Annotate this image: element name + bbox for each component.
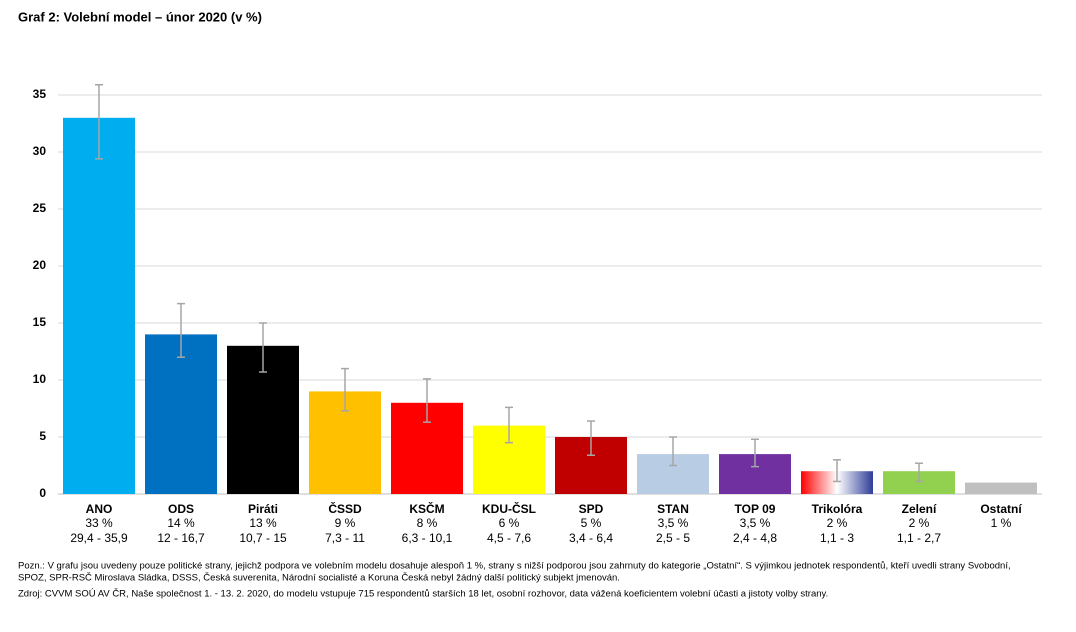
value-label: 2 % — [909, 516, 930, 530]
chart-title: Graf 2: Volební model – únor 2020 (v %) — [18, 9, 262, 24]
interval-label: 1,1 - 3 — [820, 531, 854, 545]
note: Pozn.: V grafu jsou uvedeny pouze politi… — [18, 561, 1011, 572]
x-tick-label: ODS — [168, 502, 194, 516]
interval-label: 12 - 16,7 — [157, 531, 205, 545]
y-tick-label: 20 — [33, 258, 47, 272]
x-tick-label: TOP 09 — [735, 502, 776, 516]
x-tick-label: Piráti — [248, 502, 278, 516]
x-tick-label: ANO — [86, 502, 113, 516]
interval-label: 2,5 - 5 — [656, 531, 690, 545]
y-tick-label: 15 — [33, 315, 47, 329]
error-bar — [95, 83, 103, 160]
error-bar — [669, 436, 677, 467]
interval-label: 1,1 - 2,7 — [897, 531, 941, 545]
value-label: 3,5 % — [658, 516, 689, 530]
value-label: 8 % — [417, 516, 438, 530]
bar — [883, 471, 955, 494]
x-tick-label: KDU-ČSL — [482, 501, 536, 516]
x-tick-label: Ostatní — [980, 502, 1022, 516]
note: Zdroj: CVVM SOÚ AV ČR, Naše společnost 1… — [18, 589, 828, 600]
error-bar — [587, 420, 595, 456]
x-tick-label: KSČM — [409, 501, 444, 516]
y-tick-label: 25 — [33, 201, 47, 215]
value-label: 6 % — [499, 516, 520, 530]
error-bar — [177, 302, 185, 358]
value-label: 3,5 % — [740, 516, 771, 530]
error-bar — [423, 378, 431, 423]
x-tick-label: STAN — [657, 502, 689, 516]
x-tick-label: ČSSD — [328, 501, 362, 516]
bar — [145, 334, 217, 494]
value-label: 33 % — [85, 516, 113, 530]
y-tick-label: 30 — [33, 144, 47, 158]
interval-label: 29,4 - 35,9 — [70, 531, 128, 545]
bar — [63, 117, 135, 495]
bar — [801, 471, 873, 494]
bar — [965, 482, 1037, 494]
y-tick-label: 0 — [39, 486, 46, 500]
x-tick-label: Trikolóra — [812, 502, 863, 516]
value-label: 14 % — [167, 516, 195, 530]
y-tick-label: 10 — [33, 372, 47, 386]
interval-label: 4,5 - 7,6 — [487, 531, 531, 545]
error-bar — [915, 462, 923, 483]
value-label: 1 % — [991, 516, 1012, 530]
y-tick-label: 35 — [33, 87, 47, 101]
note: SPOZ, SPR-RSČ Miroslava Sládka, DSSS, Če… — [18, 573, 620, 584]
error-bar — [259, 322, 267, 373]
value-label: 13 % — [249, 516, 277, 530]
value-label: 5 % — [581, 516, 602, 530]
interval-label: 3,4 - 6,4 — [569, 531, 613, 545]
interval-label: 6,3 - 10,1 — [402, 531, 453, 545]
value-label: 2 % — [827, 516, 848, 530]
interval-label: 2,4 - 4,8 — [733, 531, 777, 545]
error-bar — [505, 406, 513, 444]
x-tick-label: SPD — [579, 502, 604, 516]
interval-label: 7,3 - 11 — [325, 531, 365, 545]
error-bar — [341, 367, 349, 412]
error-bar — [751, 438, 759, 468]
interval-label: 10,7 - 15 — [239, 531, 287, 545]
error-bar — [833, 459, 841, 483]
x-tick-label: Zelení — [902, 502, 937, 516]
value-label: 9 % — [335, 516, 356, 530]
y-tick-label: 5 — [39, 429, 46, 443]
